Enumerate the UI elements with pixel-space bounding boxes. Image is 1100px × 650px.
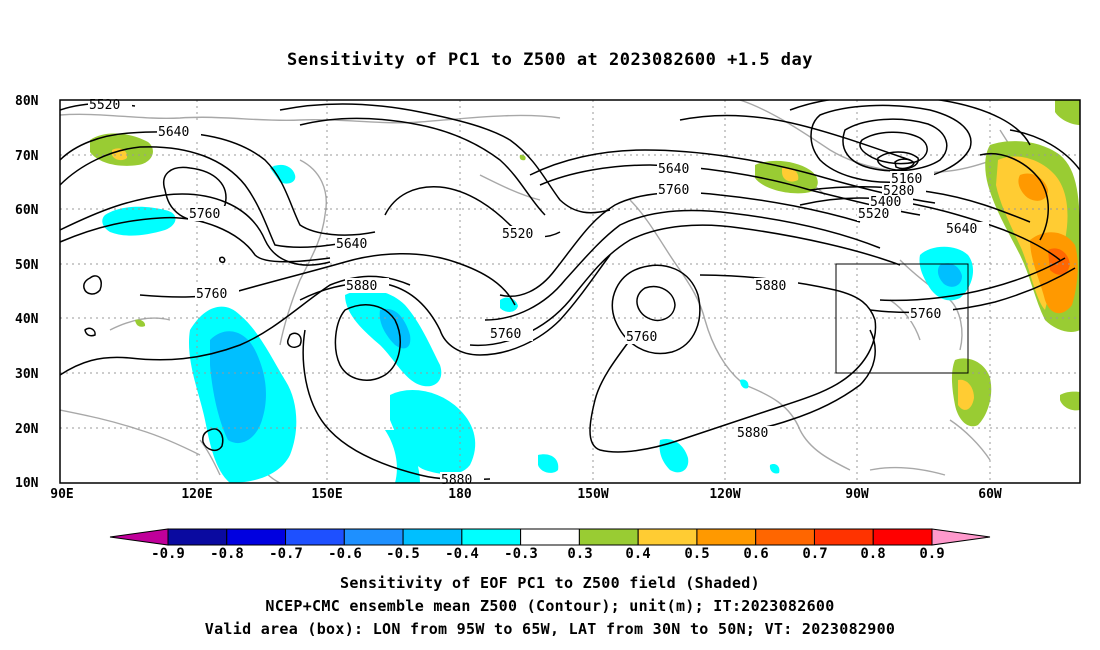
coastlines xyxy=(60,100,1069,483)
colorbar-cell xyxy=(872,528,933,546)
colorbar-cell xyxy=(461,528,522,546)
gridlines xyxy=(60,100,1080,483)
footer-line-contour: NCEP+CMC ensemble mean Z500 (Contour); u… xyxy=(265,597,835,615)
colorbar-label: 0.3 xyxy=(567,546,592,562)
positive-sensitivity-shading xyxy=(90,100,1080,427)
lon-label: 60W xyxy=(978,487,1002,502)
contour-label-5760: 5760 xyxy=(189,207,220,222)
contour-label-5880: 5880 xyxy=(346,279,377,294)
colorbar-label: -0.3 xyxy=(504,546,538,562)
lon-label: 120E xyxy=(181,487,212,502)
valid-area-box xyxy=(835,263,969,374)
colorbar-cell xyxy=(167,528,228,546)
contour-labels: 5520 5640 5760 5640 5760 5880 5760 5520 … xyxy=(88,97,989,488)
colorbar-label: -0.5 xyxy=(386,546,420,562)
colorbar-left-end xyxy=(109,528,169,546)
colorbar-label: 0.9 xyxy=(919,546,944,562)
contour-label-5520: 5520 xyxy=(89,98,120,113)
lat-label: 40N xyxy=(15,312,39,327)
lon-label: 150E xyxy=(311,487,342,502)
colorbar-label: 0.5 xyxy=(684,546,709,562)
lon-label: 120W xyxy=(709,487,740,502)
lat-label: 80N xyxy=(15,94,39,109)
lat-label: 70N xyxy=(15,149,39,164)
latitude-labels: 80N 70N 60N 50N 40N 30N 20N 10N xyxy=(15,94,39,491)
contour-label-5640: 5640 xyxy=(658,162,689,177)
colorbar-cell xyxy=(813,528,874,546)
colorbar-cell xyxy=(578,528,639,546)
lat-label: 60N xyxy=(15,203,39,218)
contour-label-5640: 5640 xyxy=(946,222,977,237)
colorbar-label: 0.8 xyxy=(860,546,885,562)
lat-label: 30N xyxy=(15,367,39,382)
contour-label-5880: 5880 xyxy=(755,279,786,294)
colorbar-label: -0.8 xyxy=(210,546,244,562)
lon-label: 180 xyxy=(448,487,472,502)
contour-label-5760: 5760 xyxy=(196,287,227,302)
colorbar-label: -0.7 xyxy=(269,546,303,562)
colorbar-label: 0.4 xyxy=(625,546,650,562)
colorbar-label: -0.4 xyxy=(445,546,479,562)
contour-label-5520: 5520 xyxy=(502,227,533,242)
contour-label-5880: 5880 xyxy=(737,426,768,441)
colorbar-cell xyxy=(226,528,287,546)
footer-line-valid-area: Valid area (box): LON from 95W to 65W, L… xyxy=(204,620,896,638)
contour-label-5640: 5640 xyxy=(158,125,189,140)
contour-label-5760: 5760 xyxy=(658,183,689,198)
lat-label: 10N xyxy=(15,476,39,491)
colorbar-label: 0.6 xyxy=(743,546,768,562)
lat-label: 50N xyxy=(15,258,39,273)
contour-label-5760: 5760 xyxy=(910,307,941,322)
contour-label-5880: 5880 xyxy=(441,473,472,488)
colorbar-label: -0.6 xyxy=(328,546,362,562)
colorbar-cell xyxy=(520,528,580,546)
lon-label: 90W xyxy=(845,487,869,502)
colorbar-cell xyxy=(285,528,345,546)
colorbar-cell xyxy=(755,528,815,546)
z500-contours xyxy=(60,100,1080,481)
colorbar-label: -0.9 xyxy=(151,546,185,562)
colorbar-cell xyxy=(637,528,698,546)
contour-label-5400: 5400 xyxy=(870,195,901,210)
contour-label-5760: 5760 xyxy=(626,330,657,345)
colorbar-cell xyxy=(696,528,757,546)
colorbar-label: 0.7 xyxy=(802,546,827,562)
colorbar: -0.9 -0.8 -0.7 -0.6 -0.5 -0.4 -0.3 0.3 0… xyxy=(109,528,991,562)
colorbar-cell xyxy=(402,528,463,546)
chart-title: Sensitivity of PC1 to Z500 at 2023082600… xyxy=(286,50,813,70)
lon-label: 90E xyxy=(50,487,73,502)
contour-label-5760: 5760 xyxy=(490,327,521,342)
colorbar-right-end xyxy=(931,528,991,546)
lon-label: 150W xyxy=(577,487,608,502)
lat-label: 20N xyxy=(15,422,39,437)
colorbar-cell xyxy=(343,528,404,546)
negative-sensitivity-shading xyxy=(102,164,974,483)
footer-line-shading: Sensitivity of EOF PC1 to Z500 field (Sh… xyxy=(340,574,760,592)
longitude-labels: 90E 120E 150E 180 150W 120W 90W 60W xyxy=(50,487,1002,502)
contour-label-5520: 5520 xyxy=(858,207,889,222)
contour-label-5640: 5640 xyxy=(336,237,367,252)
